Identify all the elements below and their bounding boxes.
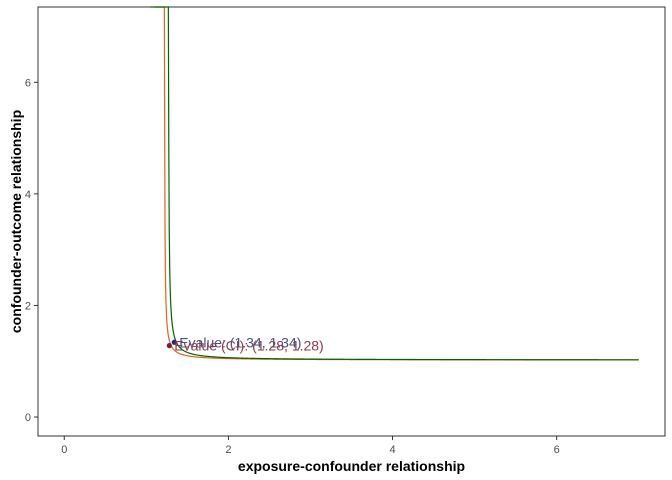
x-tick-label: 0 <box>61 444 67 456</box>
x-axis: 0 2 4 6 <box>61 436 560 456</box>
evalue-point-2 <box>166 343 172 349</box>
curves-layer <box>150 6 639 361</box>
series-line-2 <box>150 6 639 361</box>
evalue-point-1 <box>171 339 177 345</box>
y-tick-label: 0 <box>25 412 31 424</box>
x-tick-label: 2 <box>225 444 231 456</box>
annotation-label-1: Evalue: (1.34, 1.34) <box>179 334 301 350</box>
y-tick-label: 6 <box>25 77 31 89</box>
annotations-layer: Evalue: (1.34, 1.34)Evalue (CI): (1.28, … <box>174 334 323 353</box>
y-tick-label: 2 <box>25 300 31 312</box>
annotation-label-2: Evalue (CI): (1.28, 1.28) <box>174 338 323 354</box>
plot-panel-border <box>37 6 666 437</box>
y-axis-title: confounder-outcome relationship <box>8 110 24 333</box>
y-tick-label: 4 <box>25 189 31 201</box>
y-axis: 0 2 4 6 <box>25 77 38 424</box>
series-line-1 <box>154 6 639 361</box>
points-layer <box>166 339 177 349</box>
x-tick-label: 6 <box>554 444 560 456</box>
x-tick-label: 4 <box>389 444 395 456</box>
x-axis-title: exposure-confounder relationship <box>238 458 465 474</box>
